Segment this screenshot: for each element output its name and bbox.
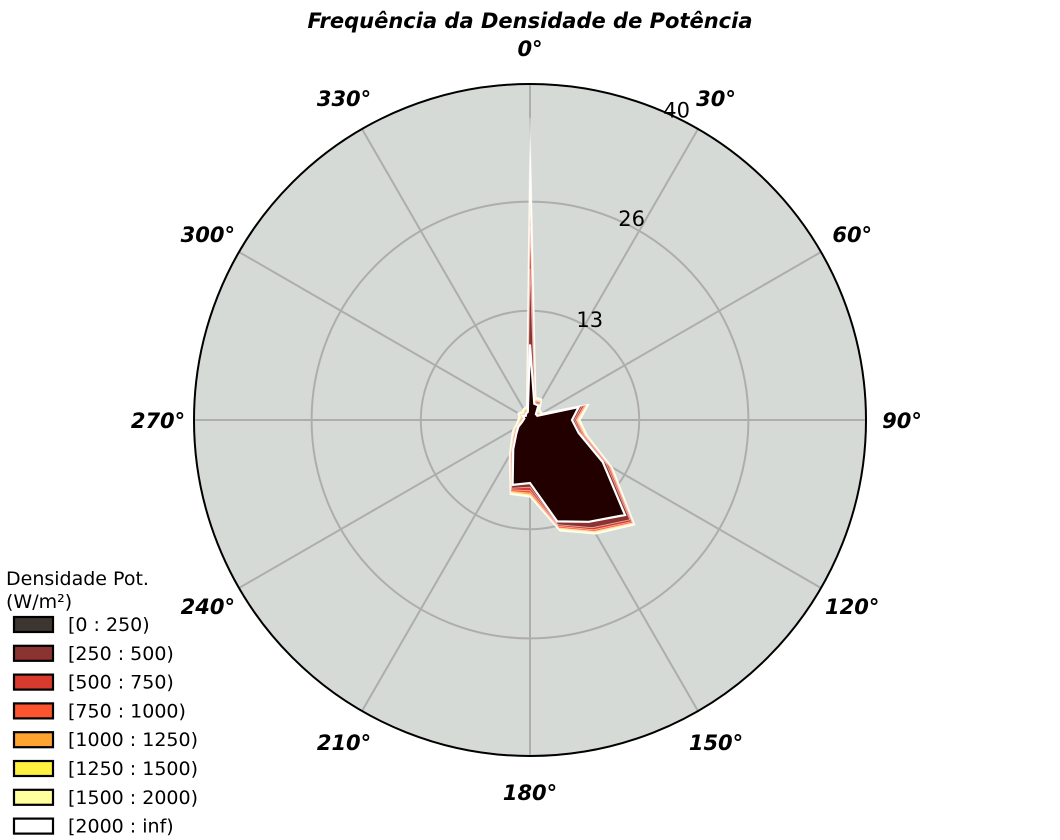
direction-label-330: 330° (317, 87, 371, 111)
direction-label-60: 60° (832, 223, 872, 247)
legend-item: [1000 : 1250) (12, 729, 198, 751)
legend-item: [500 : 750) (12, 672, 174, 694)
legend-title-line-2: (W/m²) (6, 591, 72, 613)
grid-spoke-240 (238, 419, 531, 589)
direction-label-0: 0° (517, 37, 542, 61)
legend-swatch (12, 644, 55, 662)
legend-items: [0 : 250) [250 : 500) [500 : 750) [750 : 10… (12, 614, 198, 838)
polar-outline (193, 83, 867, 757)
legend-label: [750 : 1000) (68, 700, 186, 722)
legend-swatch (12, 673, 55, 691)
direction-label-210: 210° (317, 731, 371, 755)
grid-spoke-60 (529, 251, 822, 421)
legend-label: [1500 : 2000) (68, 787, 198, 809)
legend-label: [250 : 500) (68, 643, 174, 665)
legend-swatch (12, 702, 55, 720)
ring-label-3: 40 (663, 99, 690, 123)
direction-labels: 0° 30° 60° 90° 120° 150° 180° 210° 240° 270° 300° 3… (131, 37, 922, 805)
direction-label-120: 120° (825, 595, 879, 619)
direction-label-30: 30° (696, 87, 736, 111)
series-area-1 (511, 344, 627, 523)
direction-label-90: 90° (882, 409, 922, 433)
grid-spoke-210 (361, 419, 531, 712)
legend-item: [1500 : 2000) (12, 787, 198, 809)
legend-item: [250 : 500) (12, 643, 174, 665)
legend-title-line-1: Densidade Pot. (6, 568, 149, 590)
direction-label-240: 240° (181, 595, 235, 619)
legend-swatch (12, 615, 55, 634)
legend-label: [1250 : 1500) (68, 758, 198, 780)
direction-label-180: 180° (503, 781, 557, 805)
legend-item: [2000 : inf) (12, 816, 174, 838)
grid-spoke-30 (529, 128, 699, 421)
legend-label: [1000 : 1250) (68, 729, 198, 751)
legend-label: [2000 : inf) (68, 816, 174, 838)
legend-swatch (12, 788, 55, 806)
legend-swatch (12, 759, 55, 778)
legend-swatch (12, 731, 55, 749)
legend-swatch (12, 817, 55, 835)
legend-label: [0 : 250) (68, 614, 150, 636)
ring-label-2: 26 (618, 207, 645, 231)
legend-label: [500 : 750) (68, 672, 174, 694)
series-layer (508, 117, 636, 535)
chart-title: Frequência da Densidade de Potência (307, 9, 752, 33)
grid-spoke-300 (238, 251, 531, 421)
ring-labels: 13 26 40 (576, 99, 690, 333)
direction-label-300: 300° (181, 223, 235, 247)
ring-label-1: 13 (576, 308, 603, 332)
legend-item: [750 : 1000) (12, 700, 186, 722)
legend: Densidade Pot. (W/m²) [0 : 250) [250 : 50… (6, 568, 198, 838)
legend-item: [0 : 250) (12, 614, 150, 636)
direction-label-150: 150° (689, 731, 743, 755)
legend-item: [1250 : 1500) (12, 758, 198, 780)
grid-spoke-330 (361, 128, 531, 421)
direction-label-270: 270° (131, 409, 185, 433)
